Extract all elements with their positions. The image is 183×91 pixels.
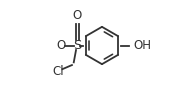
Text: O: O [73, 9, 82, 22]
Text: Cl: Cl [53, 65, 64, 78]
Text: O: O [56, 39, 65, 52]
Text: OH: OH [133, 39, 151, 52]
Text: S: S [73, 39, 82, 52]
